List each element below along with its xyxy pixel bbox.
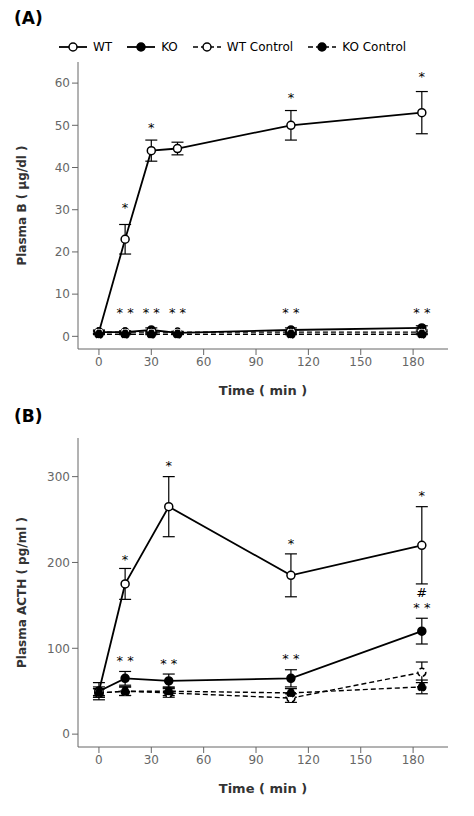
svg-text:0: 0 [62, 330, 70, 344]
html-text:(B): (B) [14, 406, 43, 426]
svg-text:100: 100 [47, 642, 70, 656]
svg-text:300: 300 [47, 470, 70, 484]
svg-text:Plasma B ( μg/dl ): Plasma B ( μg/dl ) [15, 145, 29, 265]
svg-text:60: 60 [55, 76, 70, 90]
svg-text:30: 30 [55, 203, 70, 217]
svg-text:* *: * * [117, 305, 135, 320]
svg-text:* *: * * [117, 653, 135, 668]
svg-text:200: 200 [47, 556, 70, 570]
svg-text:*: * [122, 200, 129, 215]
svg-text:* *: * * [143, 305, 161, 320]
svg-text:*: * [419, 69, 426, 84]
svg-text:*: * [122, 552, 129, 567]
svg-text:0: 0 [95, 355, 103, 369]
html-text:WT: WT [92, 40, 113, 54]
svg-text:180: 180 [402, 355, 425, 369]
html-text:WT Control: WT Control [226, 40, 294, 54]
svg-text:*: * [148, 120, 155, 135]
html-text:KO: KO [161, 40, 178, 54]
svg-text:Time ( min ): Time ( min ) [219, 781, 307, 796]
svg-text:Plasma ACTH ( pg/ml ): Plasma ACTH ( pg/ml ) [15, 517, 29, 668]
svg-text:0: 0 [62, 727, 70, 741]
html-text:KO Control: KO Control [342, 40, 407, 54]
svg-text:#: # [416, 585, 427, 600]
svg-text:*: * [166, 458, 173, 473]
svg-text:Time ( min ): Time ( min ) [219, 383, 307, 398]
svg-text:10: 10 [55, 287, 70, 301]
svg-text:150: 150 [349, 753, 372, 767]
svg-text:120: 120 [297, 355, 320, 369]
svg-text:30: 30 [144, 753, 159, 767]
svg-text:50: 50 [55, 119, 70, 133]
svg-text:60: 60 [196, 753, 211, 767]
html-text:(A): (A) [14, 8, 43, 28]
svg-text:30: 30 [144, 355, 159, 369]
svg-text:* *: * * [282, 305, 300, 320]
svg-text:* *: * * [413, 600, 431, 615]
svg-text:120: 120 [297, 753, 320, 767]
svg-text:90: 90 [248, 753, 263, 767]
svg-text:150: 150 [349, 355, 372, 369]
svg-text:0: 0 [95, 753, 103, 767]
svg-text:* *: * * [160, 656, 178, 671]
svg-text:180: 180 [402, 753, 425, 767]
svg-text:40: 40 [55, 161, 70, 175]
svg-text:60: 60 [196, 355, 211, 369]
svg-text:20: 20 [55, 245, 70, 259]
svg-text:*: * [419, 488, 426, 503]
svg-text:*: * [288, 90, 295, 105]
svg-text:* *: * * [282, 651, 300, 666]
svg-text:* *: * * [413, 305, 431, 320]
svg-text:90: 90 [248, 355, 263, 369]
svg-text:* *: * * [169, 305, 187, 320]
svg-text:*: * [288, 536, 295, 551]
